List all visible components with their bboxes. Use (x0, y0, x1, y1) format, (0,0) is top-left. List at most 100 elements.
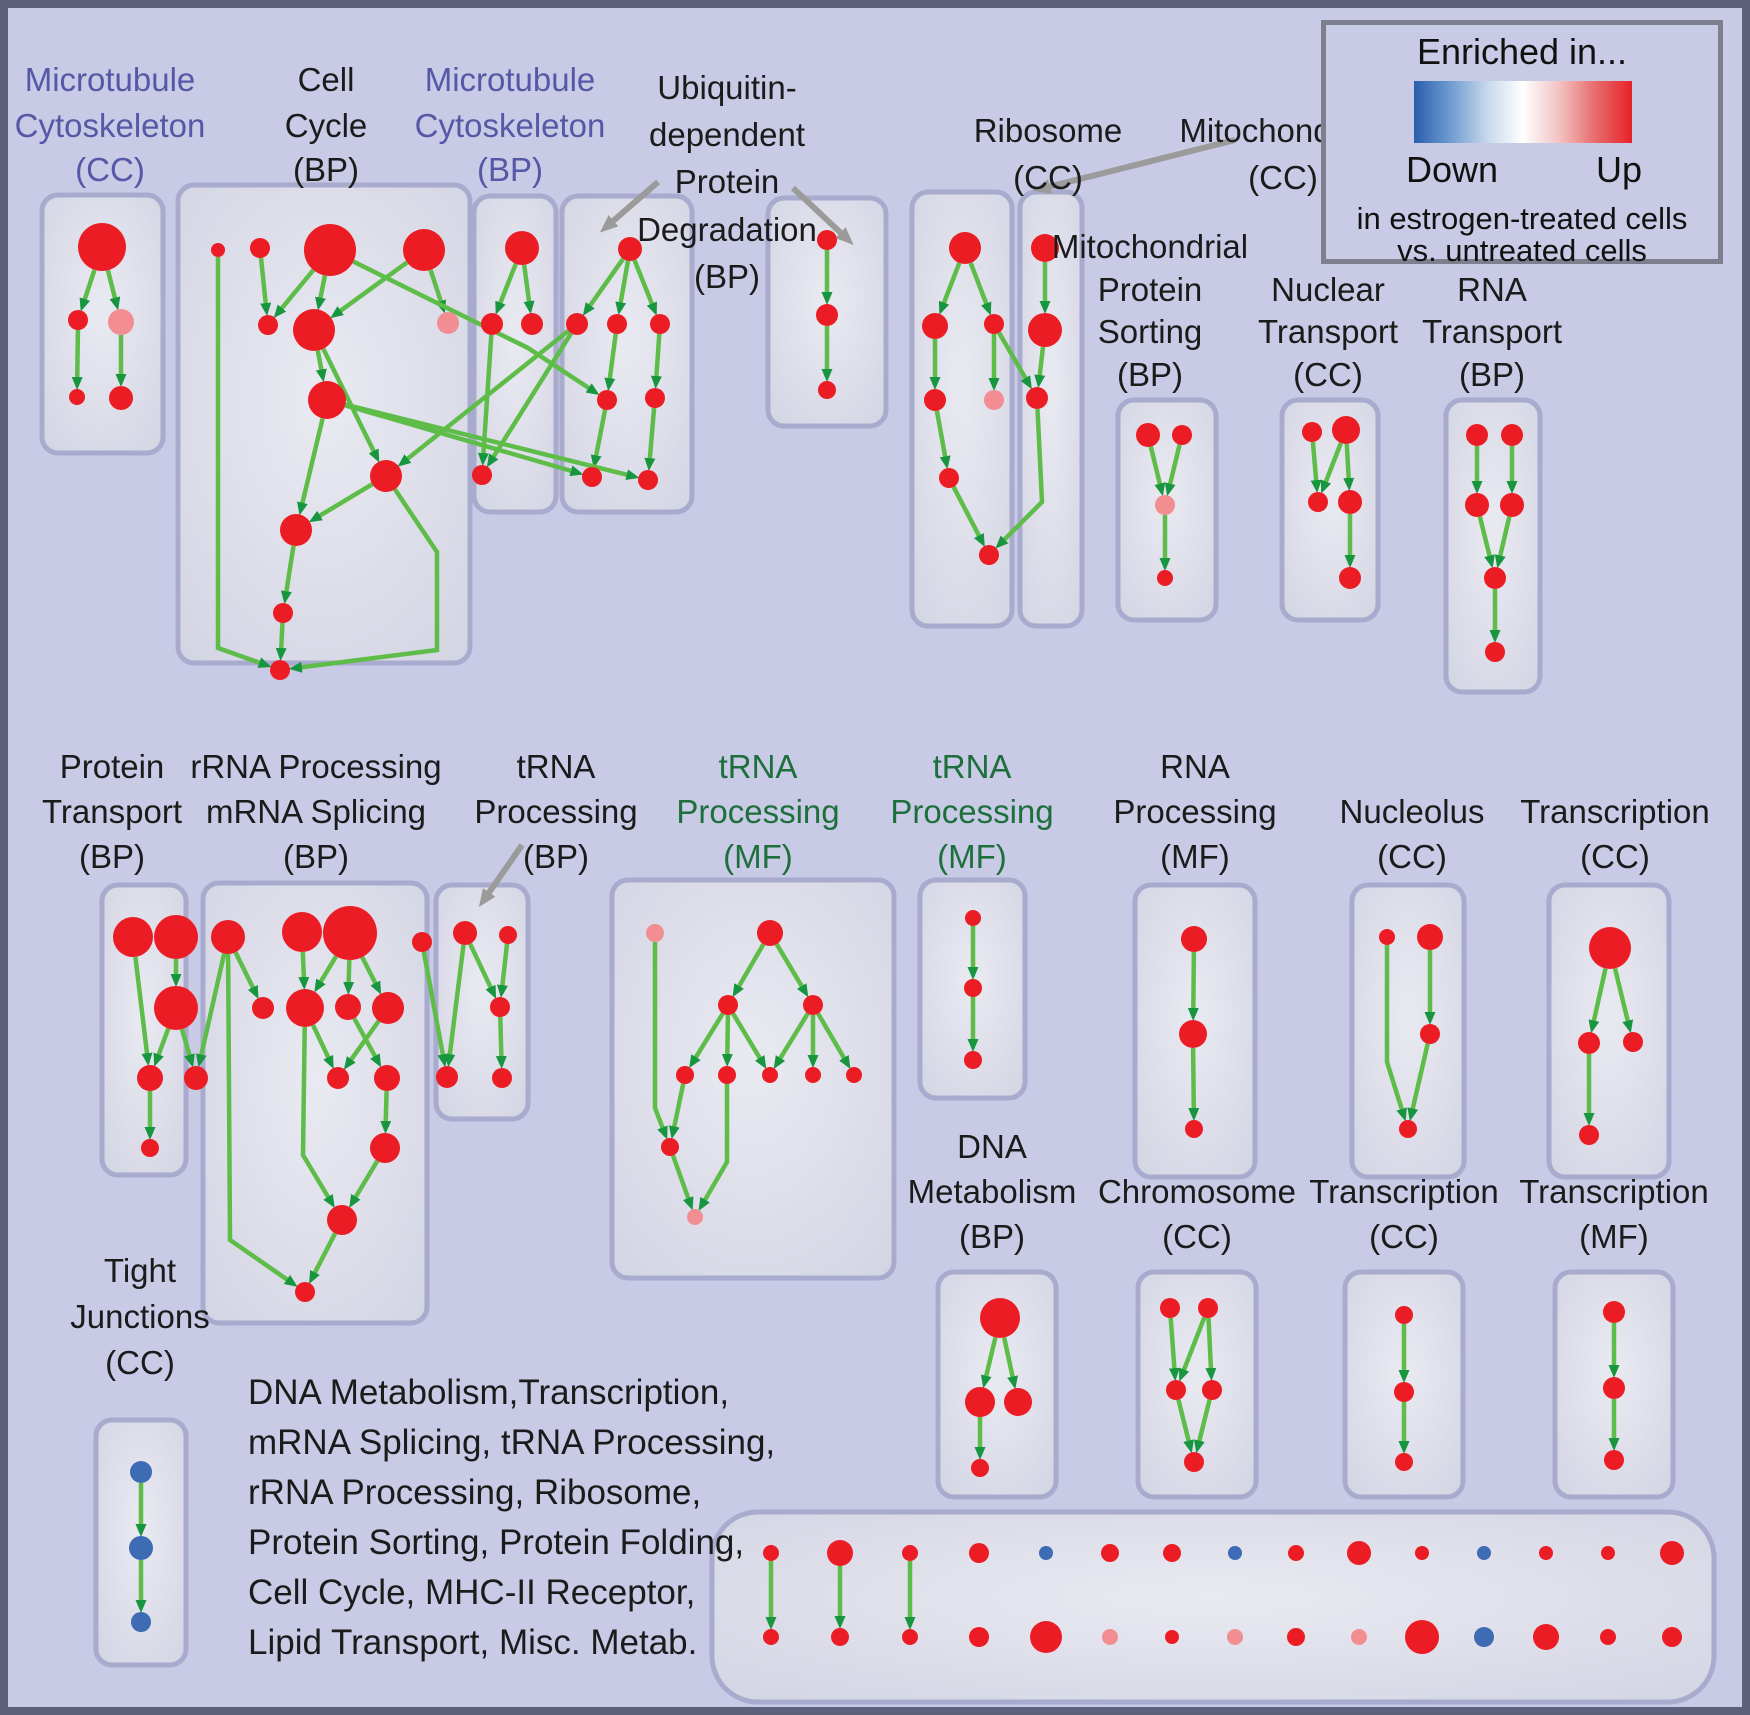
hierarchy-edge (486, 332, 574, 468)
go-term-node (939, 468, 959, 488)
edges (71, 137, 1634, 1630)
go-term-node (403, 229, 445, 271)
go-term-node (252, 997, 274, 1019)
go-term-node (1399, 1120, 1417, 1138)
note-line: Lipid Transport, Misc. Metab. (248, 1623, 697, 1662)
cluster-label-line: Junctions (70, 1298, 209, 1335)
cluster-label-chromosome-cc: Chromosome (CC) (1098, 1173, 1296, 1255)
hierarchy-edge (343, 1019, 381, 1070)
go-term-node (1179, 1020, 1207, 1048)
go-term-node (827, 1540, 853, 1566)
go-term-node (154, 986, 198, 1030)
hierarchy-edge (732, 943, 766, 998)
hierarchy-edge (309, 1232, 338, 1284)
hierarchy-edge (980, 1336, 998, 1389)
hierarchy-edge (632, 259, 657, 316)
go-term-node (1662, 1627, 1682, 1647)
cluster-label-line: (CC) (1013, 159, 1083, 196)
hierarchy-edge (689, 1012, 725, 1069)
hierarchy-edge (1188, 1047, 1200, 1121)
cluster-label-line: RNA (1457, 271, 1527, 308)
hierarchy-edge (344, 402, 640, 481)
cluster-label-cell-cycle-bp: Cell Cycle (BP) (285, 61, 368, 188)
hierarchy-edge (275, 622, 287, 661)
hierarchy-edge (668, 1083, 686, 1140)
hierarchy-edge (1343, 443, 1355, 491)
cluster-label-line: (BP) (1117, 356, 1183, 393)
go-term-node (141, 1139, 159, 1157)
go-term-node (1604, 1450, 1624, 1470)
go-term-node (436, 1066, 458, 1088)
go-term-node (78, 223, 126, 271)
legend-subtitle-line1: in estrogen-treated cells (1356, 201, 1688, 236)
hierarchy-edge (1176, 1399, 1194, 1454)
cluster-label-nucleolus-cc: Nucleolus (CC) (1340, 793, 1485, 875)
hierarchy-edge (79, 269, 97, 312)
cluster-label-line: Mitochondrial (1052, 228, 1248, 265)
cluster-label-line: (CC) (1377, 838, 1447, 875)
go-term-node (437, 312, 459, 334)
cluster-label-line: Processing (676, 793, 839, 830)
go-term-node (211, 243, 225, 257)
note-line: rRNA Processing, Ribosome, (248, 1473, 701, 1512)
go-term-node (412, 932, 432, 952)
go-term-node (1185, 1120, 1203, 1138)
go-term-node (1155, 495, 1175, 515)
hierarchy-edge (731, 1012, 767, 1070)
hierarchy-edge (1407, 1043, 1430, 1122)
go-term-node (1394, 1382, 1414, 1402)
go-term-node (718, 995, 738, 1015)
cluster-label-line: tRNA (933, 748, 1012, 785)
go-term-node (130, 1461, 152, 1483)
cluster-label-line: Ubiquitin- (657, 69, 796, 106)
cluster-label-trna-processing-mf-1: tRNA Processing (MF) (676, 748, 839, 875)
hierarchy-edge (133, 956, 153, 1067)
cluster-label-ribosome-cc: Ribosome (CC) (974, 112, 1123, 196)
hierarchy-edge (1612, 967, 1634, 1034)
go-term-node (964, 1051, 982, 1069)
go-term-node (273, 603, 293, 623)
go-term-node (902, 1629, 918, 1645)
cluster-label-line: (MF) (1160, 838, 1230, 875)
go-term-node (308, 381, 346, 419)
go-term-node (108, 309, 134, 335)
go-term-node (250, 238, 270, 258)
cluster-label-rrna-processing-mrna-splicing-bp: rRNA Processing mRNA Splicing (BP) (190, 748, 441, 875)
cluster-label-line: (BP) (283, 838, 349, 875)
hierarchy-edge (968, 262, 992, 316)
cluster-label-line: Metabolism (908, 1173, 1077, 1210)
go-term-node (1028, 313, 1062, 347)
hierarchy-edge (997, 331, 1032, 390)
go-term-node (1184, 1452, 1204, 1472)
cluster-label-line: Protein (1098, 271, 1203, 308)
hierarchy-edge (1168, 1317, 1180, 1382)
cluster-label-line: Nucleolus (1340, 793, 1485, 830)
go-term-node (154, 915, 198, 959)
go-term-node (1202, 1380, 1222, 1400)
go-term-node (286, 989, 324, 1027)
go-term-node (109, 386, 133, 410)
cluster-box-nuclear-transport (1279, 397, 1381, 623)
cluster-label-line: Microtubule (425, 61, 596, 98)
go-term-node (1474, 1627, 1494, 1647)
hierarchy-edge (321, 347, 380, 463)
hierarchy-edge (652, 942, 668, 1140)
hierarchy-edge (468, 942, 497, 999)
go-term-node (597, 390, 617, 410)
hierarchy-edge (951, 485, 985, 548)
go-term-node (293, 309, 335, 351)
cluster-label-transcription-mf: Transcription (MF) (1519, 1173, 1709, 1255)
cluster-label-line: Processing (474, 793, 637, 830)
go-term-node (304, 224, 356, 276)
note-line: DNA Metabolism,Transcription, (248, 1373, 729, 1412)
go-term-node (1500, 493, 1524, 517)
go-term-node (490, 997, 510, 1017)
hierarchy-edge (195, 953, 227, 1068)
hierarchy-edge (428, 269, 447, 314)
cluster-label-line: Cytoskeleton (415, 107, 606, 144)
go-term-node (370, 1133, 400, 1163)
cluster-label-line: (BP) (694, 258, 760, 295)
go-term-node (1157, 570, 1173, 586)
